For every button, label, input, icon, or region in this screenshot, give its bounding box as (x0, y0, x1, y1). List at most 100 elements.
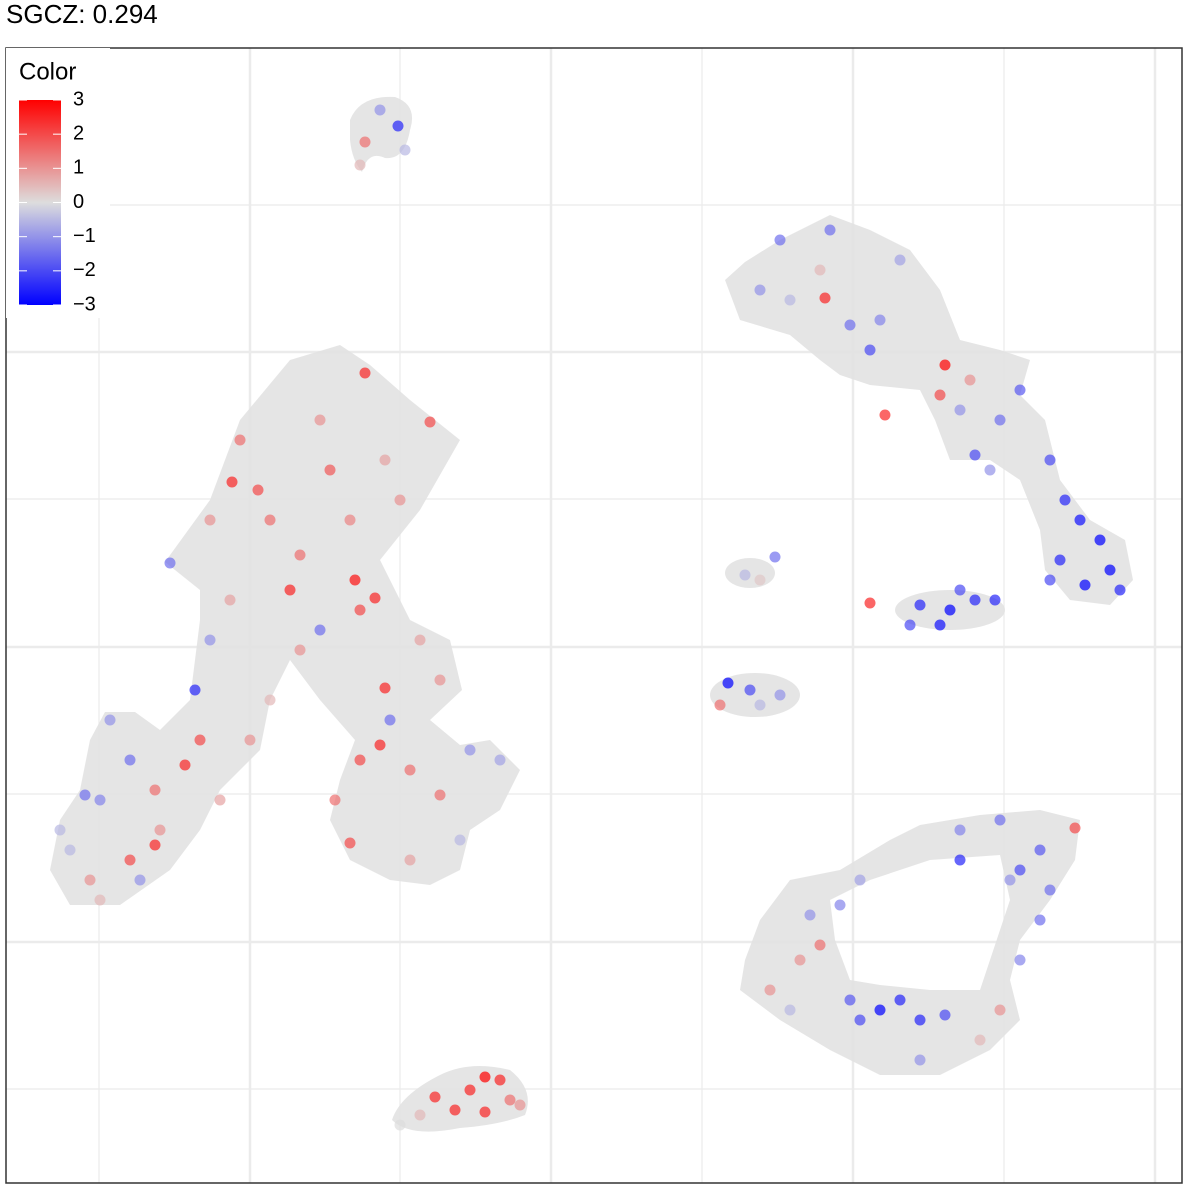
point (494, 754, 506, 766)
point (1094, 534, 1106, 546)
point (404, 764, 416, 776)
point (954, 584, 966, 596)
point (384, 714, 396, 726)
point (374, 739, 386, 751)
point (94, 894, 106, 906)
point (974, 1034, 986, 1046)
point (359, 367, 371, 379)
point (774, 234, 786, 246)
point (894, 254, 906, 266)
point (149, 784, 161, 796)
legend-title: Color (19, 58, 76, 85)
point (814, 264, 826, 276)
point (739, 569, 751, 581)
point (324, 464, 336, 476)
point (154, 824, 166, 836)
point (134, 874, 146, 886)
point (214, 794, 226, 806)
cluster-shape (725, 215, 1133, 605)
point (939, 359, 951, 371)
point (984, 464, 996, 476)
point (1079, 579, 1091, 591)
point (354, 604, 366, 616)
point (834, 899, 846, 911)
point (204, 514, 216, 526)
point (864, 344, 876, 356)
point (124, 854, 136, 866)
point (104, 714, 116, 726)
point (1044, 454, 1056, 466)
point (969, 449, 981, 461)
point (479, 1071, 491, 1083)
point (64, 844, 76, 856)
point (854, 1014, 866, 1026)
colorbar-label: 2 (73, 122, 84, 144)
point (284, 584, 296, 596)
point (954, 824, 966, 836)
point (764, 984, 776, 996)
point (844, 319, 856, 331)
point (354, 159, 366, 171)
point (994, 1004, 1006, 1016)
point (434, 789, 446, 801)
point (394, 1119, 406, 1131)
point (414, 634, 426, 646)
point (994, 414, 1006, 426)
cluster-shape (710, 673, 800, 717)
cluster-outlines (50, 96, 1133, 1132)
point (824, 224, 836, 236)
point (804, 909, 816, 921)
point (379, 682, 391, 694)
point (774, 689, 786, 701)
point (964, 374, 976, 386)
point (994, 814, 1006, 826)
point (399, 144, 411, 156)
point (1059, 494, 1071, 506)
point (1034, 844, 1046, 856)
point (744, 684, 756, 696)
point (769, 551, 781, 563)
point (404, 854, 416, 866)
point (1014, 864, 1026, 876)
point (244, 734, 256, 746)
cluster-shape (392, 1066, 528, 1132)
point (179, 759, 191, 771)
point (314, 624, 326, 636)
colorbar-label: 3 (73, 88, 84, 110)
point (344, 837, 356, 849)
point (224, 594, 236, 606)
point (504, 1094, 516, 1106)
point (914, 1054, 926, 1066)
point (349, 574, 361, 586)
point (314, 414, 326, 426)
point (754, 574, 766, 586)
colorbar-label: −3 (73, 293, 96, 315)
point (329, 794, 341, 806)
point (819, 292, 831, 304)
point (1069, 822, 1081, 834)
point (879, 409, 891, 421)
point (264, 694, 276, 706)
point (1044, 884, 1056, 896)
point (124, 754, 136, 766)
point (359, 136, 371, 148)
point (94, 794, 106, 806)
point (914, 1014, 926, 1026)
colorbar-label: −1 (73, 225, 96, 247)
point (714, 699, 726, 711)
legend: Color 3 2 1 0 −1 −2 −3 (6, 48, 110, 318)
point (1114, 584, 1126, 596)
point (954, 404, 966, 416)
point (434, 674, 446, 686)
cluster-shape (50, 345, 520, 905)
point (514, 1099, 526, 1111)
point (939, 1009, 951, 1021)
point (344, 514, 356, 526)
point (454, 834, 466, 846)
point (369, 592, 381, 604)
point (354, 754, 366, 766)
points (54, 104, 1126, 1131)
point (494, 1074, 506, 1086)
point (874, 1004, 886, 1016)
